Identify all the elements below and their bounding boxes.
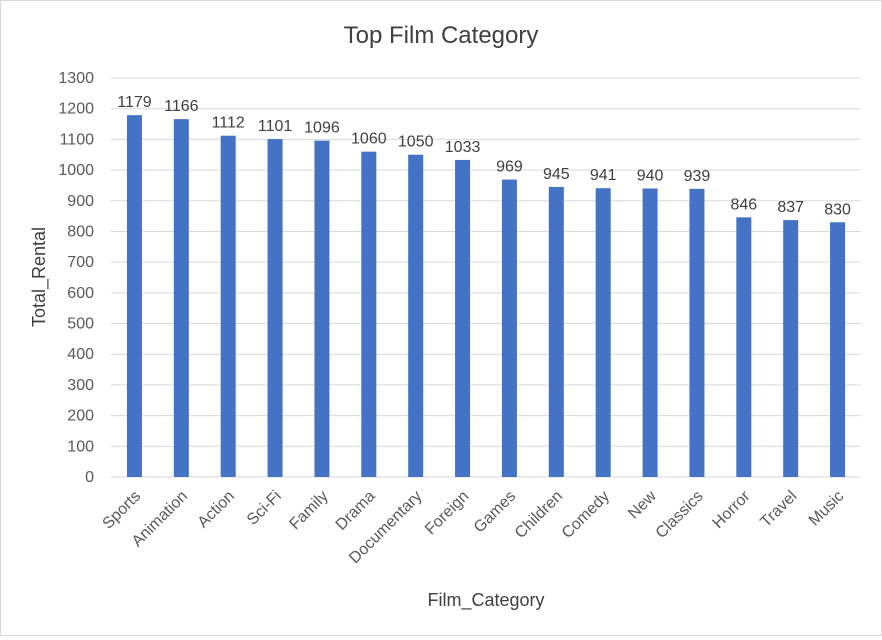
data-label: 940 [637,167,664,184]
data-label: 1179 [117,94,152,111]
data-label: 830 [824,201,851,218]
bar-action [220,135,236,477]
x-tick-label: Horror [710,487,755,532]
bar-horror [736,217,752,477]
x-tick-label: Travel [757,488,800,531]
bar-sports [126,115,142,477]
x-tick-label: Drama [333,488,379,534]
x-tick-label: Classics [653,488,707,542]
bar-classics [689,188,705,477]
bar-new [642,188,658,477]
x-tick-label: Comedy [559,488,613,542]
bar-sci-fi [267,139,283,477]
y-tick-label: 600 [67,285,94,302]
data-label: 1096 [304,120,340,137]
data-label: 1050 [398,134,434,151]
data-label: 941 [590,167,617,184]
bar-comedy [595,188,611,478]
bar-foreign [455,159,471,477]
y-tick-label: 500 [67,316,94,333]
bar-games [501,179,517,477]
bar-documentary [408,154,424,477]
x-tick-label: Children [512,488,566,542]
y-tick-label: 900 [67,193,94,210]
y-tick-label: 1000 [58,162,94,179]
x-axis-title: Film_Category [427,590,544,611]
data-labels: 1179 1166 1112 1101 1096 1060 1050 1033 969 945 94… [117,94,851,218]
gridlines [111,77,861,478]
data-label: 846 [730,196,757,213]
x-tick-label: Family [286,488,331,533]
x-tick-label: Sports [100,488,145,533]
data-label: 939 [684,168,711,185]
y-tick-label: 400 [67,346,94,363]
y-tick-label: 700 [67,254,94,271]
x-tick-label: Foreign [422,488,472,538]
chart-title: Top Film Category [344,22,539,49]
x-tick-label: Music [806,488,848,530]
data-label: 1166 [164,98,199,115]
bars [126,115,846,478]
data-label: 1112 [212,115,245,132]
y-tick-label: 1300 [58,70,94,87]
y-tick-label: 300 [67,377,94,394]
y-tick-label: 200 [67,408,94,425]
y-tick-label: 800 [67,223,94,240]
data-label: 945 [543,166,570,183]
bar-animation [173,119,189,478]
y-tick-label: 1200 [58,101,94,118]
bar-family [314,140,330,477]
y-tick-label: 0 [85,469,94,486]
data-label: 837 [777,199,804,216]
y-tick-label: 100 [67,438,94,455]
x-tick-label: New [625,487,660,522]
bar-children [548,186,564,477]
data-label: 1033 [445,139,481,156]
bar-travel [783,220,799,477]
bar-music [830,222,846,477]
data-label: 1060 [351,131,387,148]
y-axis-tick-labels: 0 100 200 300 400 500 600 700 800 900 1000 1100 1200… [58,70,94,486]
bar-drama [361,151,377,477]
x-tick-label: Action [195,488,238,531]
y-axis-title: Total_Rental [29,227,50,327]
data-label: 1101 [258,118,293,135]
data-label: 969 [496,159,523,176]
x-tick-label: Sci-Fi [244,488,285,529]
y-tick-label: 1100 [60,131,95,148]
